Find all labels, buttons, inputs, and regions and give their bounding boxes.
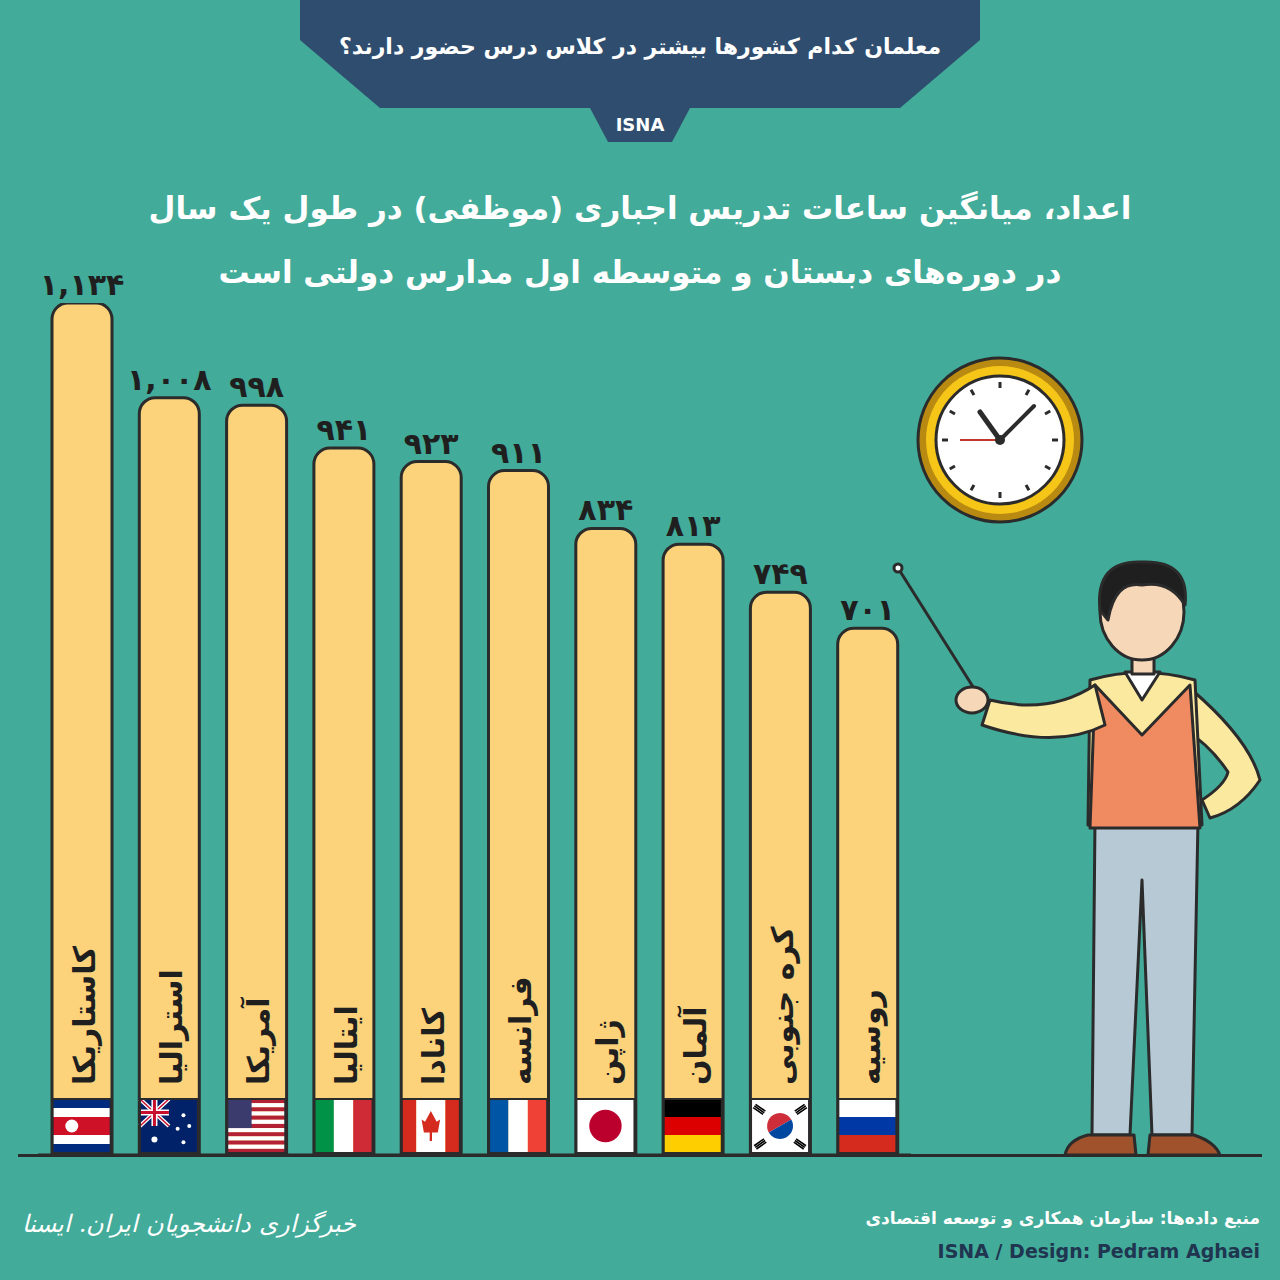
html-text:در دوره‌های دبستان و متوسطه او: در دوره‌های دبستان و متوسطه اول مدارس دو… — [218, 254, 1062, 290]
svg-text:ایتالیا: ایتالیا — [329, 1005, 364, 1085]
html-text:منبع داده‌ها: سازمان همکاری و: منبع داده‌ها: سازمان همکاری و توسعه اقتص… — [865, 1208, 1260, 1228]
svg-text:کانادا: کانادا — [416, 1008, 451, 1085]
html-text:اعداد، میانگین ساعات تدریس اجب: اعداد، میانگین ساعات تدریس اجباری (موظفی… — [148, 190, 1132, 226]
html-text:ISNA / Design: Pedram Aghaei: ISNA / Design: Pedram Aghaei — [937, 1240, 1260, 1262]
svg-text:آمریکا: آمریکا — [240, 997, 276, 1085]
svg-text:ISNA: ISNA — [616, 114, 665, 135]
svg-text:۸۱۳: ۸۱۳ — [666, 508, 721, 543]
svg-text:۹۹۸: ۹۹۸ — [229, 369, 284, 404]
svg-text:آلمان: آلمان — [677, 1006, 713, 1085]
svg-text:فرانسه: فرانسه — [503, 976, 538, 1085]
html-text:خبرگزاری دانشجویان ایران. ایسن: خبرگزاری دانشجویان ایران. ایسنا — [22, 1210, 356, 1238]
svg-text:۹۱۱: ۹۱۱ — [491, 435, 546, 470]
svg-text:استرالیا: استرالیا — [154, 969, 189, 1085]
svg-text:روسیه: روسیه — [852, 989, 888, 1085]
svg-text:ژاپن: ژاپن — [590, 1019, 626, 1085]
svg-text:۱,۱۳۴: ۱,۱۳۴ — [40, 267, 125, 302]
svg-text:معلمان کدام کشورها بیشتر در کل: معلمان کدام کشورها بیشتر در کلاس درس حضو… — [339, 34, 941, 60]
svg-text:۷۰۱: ۷۰۱ — [840, 592, 895, 627]
svg-text:۹۲۳: ۹۲۳ — [404, 426, 459, 461]
svg-text:۹۴۱: ۹۴۱ — [316, 412, 371, 447]
svg-text:کاستاریکا: کاستاریکا — [67, 945, 102, 1085]
svg-text:کره جنوبی: کره جنوبی — [765, 926, 800, 1085]
svg-text:۸۳۴: ۸۳۴ — [578, 492, 633, 527]
svg-text:۱,۰۰۸: ۱,۰۰۸ — [127, 362, 212, 397]
svg-text:۷۴۹: ۷۴۹ — [753, 556, 808, 591]
